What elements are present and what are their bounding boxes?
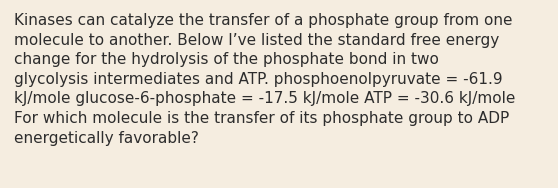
Text: Kinases can catalyze the transfer of a phosphate group from one
molecule to anot: Kinases can catalyze the transfer of a p… — [14, 13, 516, 146]
